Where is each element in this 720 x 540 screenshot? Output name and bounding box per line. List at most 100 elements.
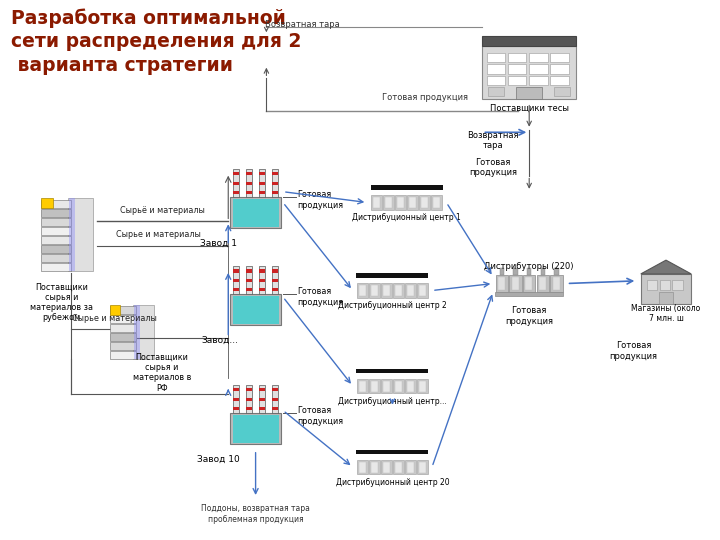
Bar: [659, 292, 673, 303]
Bar: [272, 169, 278, 197]
Bar: [381, 284, 392, 298]
Bar: [382, 285, 390, 296]
Bar: [233, 288, 239, 291]
Bar: [523, 275, 536, 292]
Bar: [417, 460, 428, 474]
Bar: [233, 199, 279, 226]
Bar: [246, 181, 252, 185]
Text: Дистрибуционный центр 20: Дистрибуционный центр 20: [336, 478, 449, 487]
Bar: [371, 285, 377, 296]
Bar: [385, 197, 392, 208]
Bar: [395, 285, 402, 296]
Text: Готовая
продукция: Готовая продукция: [610, 341, 657, 361]
Bar: [259, 388, 265, 392]
Bar: [233, 269, 239, 273]
Text: Дистрибуционный центр...: Дистрибуционный центр...: [338, 397, 447, 406]
Bar: [246, 288, 252, 291]
Bar: [230, 294, 281, 325]
Bar: [246, 397, 252, 401]
Bar: [513, 268, 518, 275]
Bar: [272, 172, 278, 176]
Bar: [418, 381, 426, 392]
Bar: [246, 172, 252, 176]
Text: Готовая
продукция: Готовая продукция: [297, 287, 343, 307]
Text: Возвратная тара: Возвратная тара: [265, 20, 340, 29]
Bar: [487, 64, 505, 73]
Text: Завод 10: Завод 10: [197, 455, 240, 463]
Bar: [395, 462, 402, 472]
Bar: [495, 292, 563, 296]
Bar: [641, 274, 691, 303]
Bar: [259, 181, 265, 185]
Bar: [109, 333, 135, 341]
Bar: [393, 284, 404, 298]
Bar: [133, 305, 154, 359]
Bar: [357, 284, 368, 298]
Bar: [230, 413, 281, 444]
Bar: [246, 269, 252, 273]
Bar: [259, 269, 265, 273]
Bar: [672, 280, 683, 290]
Text: Сырьё и материалы: Сырьё и материалы: [120, 206, 204, 215]
Bar: [272, 385, 278, 413]
Text: Готовая
продукция: Готовая продукция: [469, 158, 517, 177]
Bar: [526, 277, 533, 290]
Bar: [42, 200, 71, 207]
Bar: [407, 462, 413, 472]
Bar: [233, 296, 279, 323]
Bar: [488, 87, 504, 96]
Text: Сырье и материалы: Сырье и материалы: [72, 314, 157, 323]
Bar: [42, 254, 71, 262]
Bar: [357, 460, 368, 474]
Bar: [357, 379, 368, 393]
Bar: [382, 381, 390, 392]
Bar: [529, 76, 548, 85]
Bar: [539, 277, 546, 290]
Text: Готовая
продукция: Готовая продукция: [297, 190, 343, 210]
Bar: [69, 199, 76, 271]
Text: Дистрибуционный центр 2: Дистрибуционный центр 2: [338, 301, 447, 310]
Bar: [382, 462, 390, 472]
Bar: [405, 284, 416, 298]
Bar: [134, 305, 140, 359]
Bar: [527, 268, 531, 275]
Bar: [259, 279, 265, 282]
Bar: [371, 381, 377, 392]
Text: Поддоны, возвратная тара
проблемная продукция: Поддоны, возвратная тара проблемная прод…: [201, 504, 310, 524]
Bar: [433, 197, 440, 208]
Text: Разработка оптимальной
сети распределения для 2
 варианта стратегии: Разработка оптимальной сети распределени…: [11, 8, 301, 75]
Bar: [371, 195, 382, 210]
Bar: [537, 275, 549, 292]
Bar: [233, 397, 239, 401]
Bar: [405, 460, 416, 474]
Bar: [369, 284, 380, 298]
Bar: [233, 172, 239, 176]
Text: Готовая
продукция: Готовая продукция: [505, 306, 553, 326]
Bar: [508, 76, 526, 85]
Bar: [359, 381, 366, 392]
Bar: [109, 351, 135, 359]
Bar: [42, 208, 71, 217]
Bar: [359, 462, 366, 472]
Bar: [419, 195, 431, 210]
Bar: [259, 397, 265, 401]
Bar: [109, 305, 120, 315]
Bar: [259, 288, 265, 291]
Bar: [230, 197, 281, 228]
Bar: [356, 368, 428, 374]
Bar: [508, 64, 526, 73]
Bar: [356, 449, 428, 455]
Bar: [498, 277, 505, 290]
Bar: [246, 279, 252, 282]
Bar: [233, 279, 239, 282]
Text: Магазины (около
7 млн. ш: Магазины (около 7 млн. ш: [631, 303, 701, 323]
Bar: [42, 264, 71, 271]
Bar: [109, 324, 135, 332]
Bar: [541, 268, 545, 275]
Bar: [381, 460, 392, 474]
Bar: [397, 197, 404, 208]
Bar: [272, 407, 278, 410]
Bar: [246, 191, 252, 194]
Text: Поставщики тесы: Поставщики тесы: [490, 104, 569, 112]
Bar: [371, 185, 443, 190]
